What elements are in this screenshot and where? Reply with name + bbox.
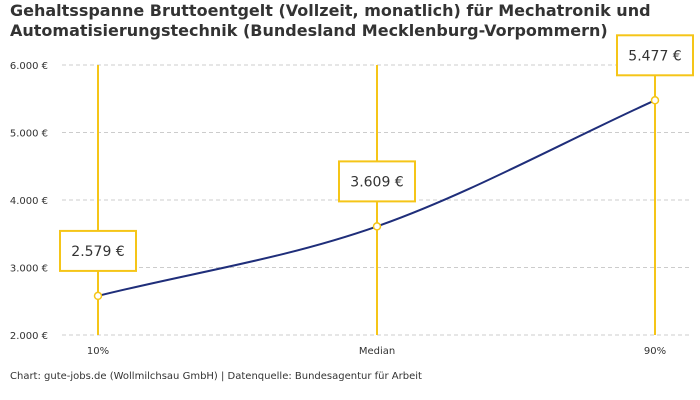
data-points: [93, 96, 660, 301]
data-point: [372, 222, 382, 231]
data-label-box: [616, 34, 694, 77]
y-tick-label: 5.000 €: [10, 129, 48, 140]
y-tick-label: 3.000 €: [10, 264, 48, 275]
x-tick-label: 90%: [644, 346, 666, 357]
x-tick-label: Median: [359, 346, 395, 357]
x-axis-ticks: 10% Median 90%: [87, 346, 666, 357]
y-tick-label: 2.000 €: [10, 331, 48, 342]
data-label-box: [338, 160, 416, 203]
data-labels: 2.579 € 3.609 € 5.477 €: [59, 34, 694, 272]
data-label: 5.477 €: [616, 34, 694, 77]
data-label-box: [59, 229, 137, 272]
data-label-text: 2.579 €: [71, 244, 124, 260]
y-tick-label: 6.000 €: [10, 61, 48, 72]
x-tick-label: 10%: [87, 346, 109, 357]
chart-title: Gehaltsspanne Bruttoentgelt (Vollzeit, m…: [10, 1, 651, 40]
data-label: 2.579 €: [59, 229, 137, 272]
chart-source: Chart: gute-jobs.de (Wollmilchsau GmbH) …: [10, 371, 422, 382]
y-axis-ticks: 2.000 € 3.000 € 4.000 € 5.000 € 6.000 €: [10, 61, 48, 342]
data-point: [650, 96, 660, 105]
y-tick-label: 4.000 €: [10, 196, 48, 207]
data-label: 3.609 €: [338, 160, 416, 203]
data-label-text: 5.477 €: [628, 48, 681, 64]
data-label-text: 3.609 €: [350, 174, 403, 190]
data-point: [93, 291, 103, 301]
